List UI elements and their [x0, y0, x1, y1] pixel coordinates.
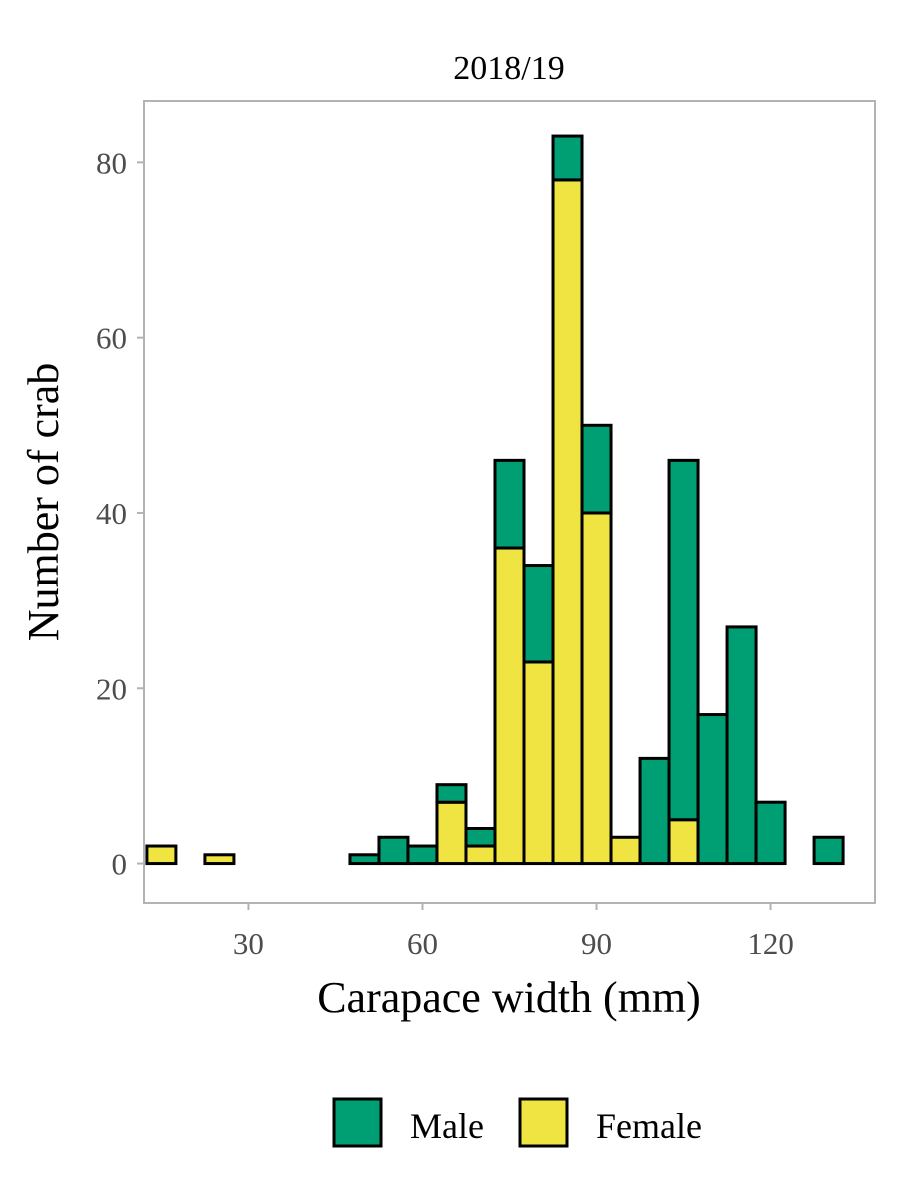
y-tick-label: 0 — [112, 847, 128, 882]
x-tick-label: 60 — [407, 926, 438, 961]
x-tick-label: 30 — [233, 926, 264, 961]
bar-female — [464, 844, 497, 866]
bar-male — [464, 826, 497, 848]
bar-female — [203, 853, 236, 866]
y-tick-label: 80 — [96, 145, 127, 180]
bar-male — [696, 713, 729, 866]
legend-label-female: Female — [596, 1106, 702, 1146]
bar-male — [522, 564, 555, 664]
x-tick-label: 120 — [747, 926, 794, 961]
bar-male — [377, 835, 410, 866]
y-axis-label: Number of crab — [19, 363, 68, 642]
legend-key-male — [332, 1097, 383, 1148]
bar-male — [580, 423, 613, 515]
bar-male — [725, 625, 758, 866]
plot-panel-border — [143, 100, 876, 904]
x-axis: 30 60 90 120 — [233, 903, 794, 961]
bar-male — [551, 134, 584, 182]
bar-female — [580, 511, 613, 866]
y-tick-label: 40 — [96, 496, 127, 531]
x-tick-label: 90 — [581, 926, 612, 961]
y-tick-label: 60 — [96, 321, 127, 356]
chart-title: 2018/19 — [453, 50, 564, 87]
bar-male — [812, 835, 845, 866]
x-axis-label: Carapace width (mm) — [317, 973, 701, 1022]
legend-key-female — [518, 1097, 569, 1148]
bar-female — [667, 818, 700, 866]
bar-male — [667, 458, 700, 822]
bar-female — [522, 660, 555, 866]
bar-male — [348, 853, 381, 866]
bar-female — [609, 835, 642, 866]
bar-male — [754, 800, 787, 866]
bar-male — [435, 783, 468, 804]
y-axis: 0 20 40 60 80 — [96, 145, 144, 882]
bar-male — [638, 756, 671, 866]
bar-female — [493, 546, 526, 866]
bar-female — [435, 800, 468, 866]
legend-label-male: Male — [410, 1106, 484, 1146]
y-tick-label: 20 — [96, 671, 127, 706]
legend: Male Female — [332, 1097, 702, 1148]
bar-female — [551, 178, 584, 866]
bars-layer — [145, 134, 845, 866]
bar-male — [406, 844, 439, 866]
bar-male — [493, 458, 526, 550]
bar-female — [145, 844, 178, 866]
